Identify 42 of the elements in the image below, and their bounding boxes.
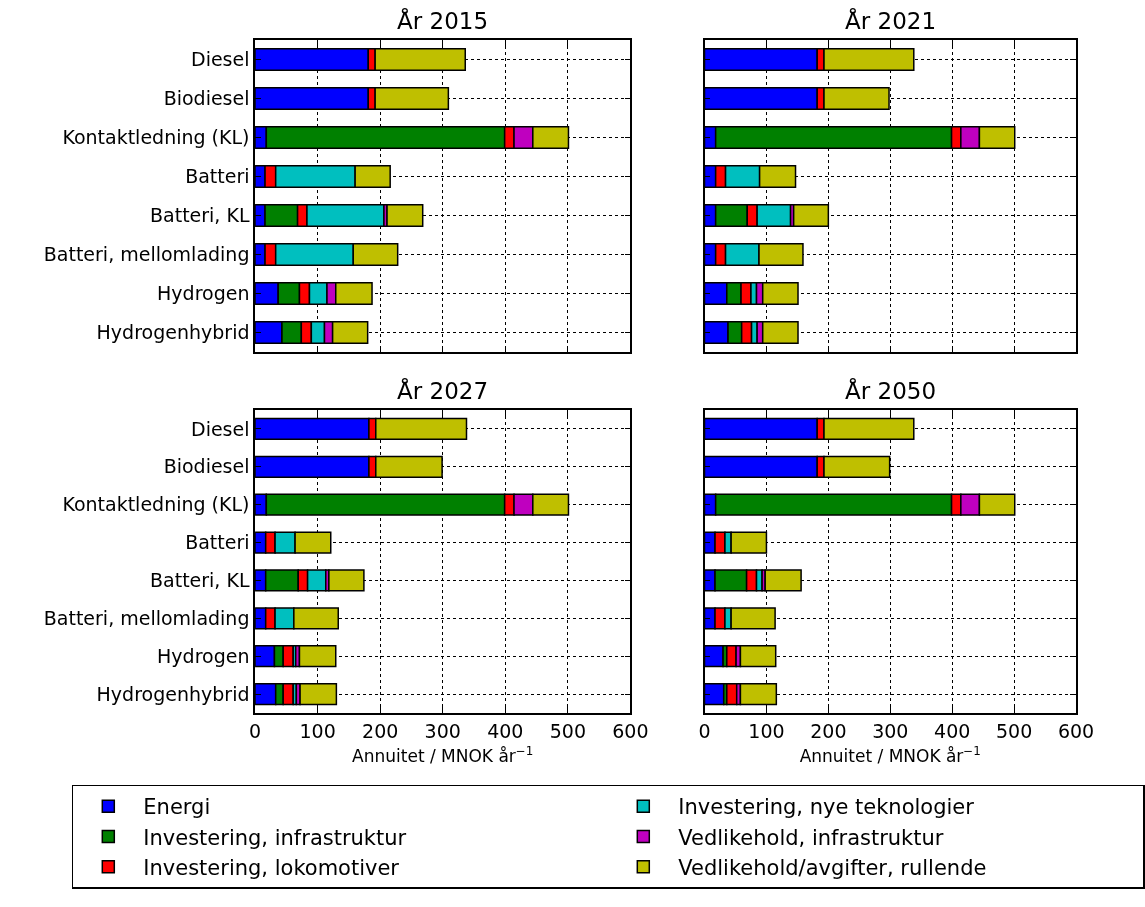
y-tick-label: Hydrogenhybrid [96,682,250,705]
x-tick-label: 500 [995,719,1033,742]
chart-title: År 2027 [397,377,489,404]
y-tick-label: Batteri, mellomlading [43,243,250,266]
chart-title: År 2021 [845,7,937,34]
y-tick-label: Hydrogenhybrid [96,321,250,344]
y-tick-label: Biodiesel [163,455,250,478]
y-tick-label: Batteri [185,531,250,554]
y-tick-label: Hydrogen [157,282,250,305]
x-tick-label: 600 [1057,719,1095,742]
x-tick-label: 300 [872,719,909,742]
y-tick-label: Diesel [191,48,250,71]
x-tick-label: 300 [424,719,461,742]
legend-label: Investering, infrastruktur [143,825,407,850]
x-tick-label: 200 [362,719,399,742]
x-tick-label: 0 [698,719,711,742]
chart-title: År 2050 [845,377,937,404]
x-tick-label: 600 [612,719,649,742]
y-tick-label: Diesel [191,417,250,440]
y-tick-label: Batteri [185,165,250,188]
y-tick-label: Batteri, KL [150,204,250,227]
x-tick-label: 100 [748,719,785,742]
x-tick-label: 400 [934,719,971,742]
y-tick-label: Biodiesel [163,87,250,110]
legend-label: Vedlikehold/avgifter, rullende [678,855,987,880]
y-tick-label: Batteri, KL [150,569,250,592]
x-tick-label: 0 [249,719,262,742]
x-axis-title: Annuitet / MNOK år$^{−1}$ [352,744,534,767]
x-axis-title: Annuitet / MNOK år$^{−1}$ [799,744,981,767]
legend-label: Energi [143,795,211,820]
x-tick-label: 400 [487,719,524,742]
x-tick-label: 500 [549,719,586,742]
chart-title: År 2015 [397,7,489,34]
y-tick-label: Hydrogen [157,644,250,667]
x-tick-label: 100 [299,719,336,742]
y-tick-label: Batteri, mellomlading [43,606,250,629]
legend-label: Investering, lokomotiver [143,855,400,880]
legend-label: Vedlikehold, infrastruktur [678,825,944,850]
y-tick-label: Kontaktledning (KL) [62,126,250,149]
x-tick-label: 200 [810,719,847,742]
legend-label: Investering, nye teknologier [678,795,975,820]
y-tick-label: Kontaktledning (KL) [62,493,250,516]
